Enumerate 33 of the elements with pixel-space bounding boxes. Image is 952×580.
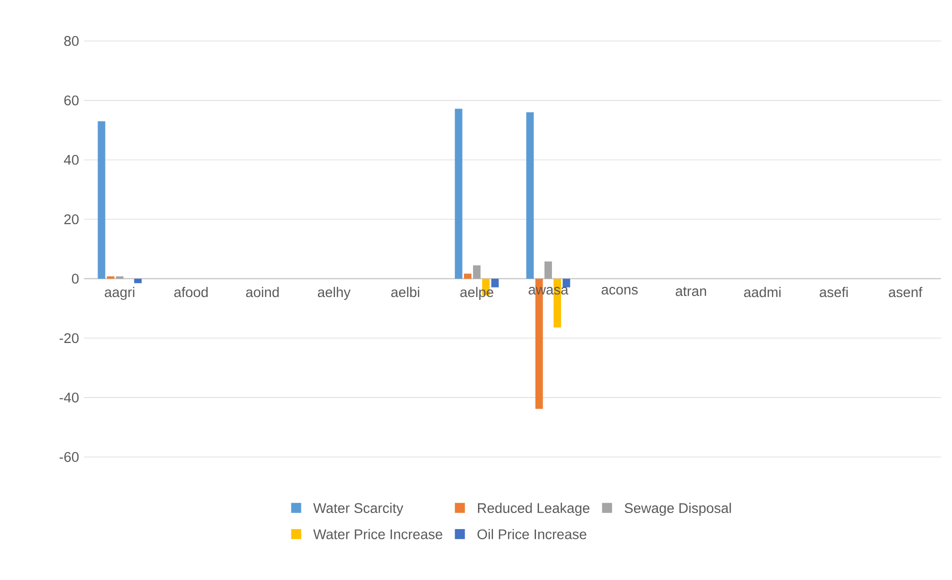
x-tick-label: aelbi [391, 286, 420, 298]
legend-label: Reduced Leakage [478, 502, 590, 516]
x-tick-label: acons [602, 286, 638, 295]
bar [464, 274, 472, 279]
bar [454, 108, 462, 279]
y-tick-label: 20 [64, 214, 79, 224]
x-tick-label: afood [174, 286, 208, 298]
x-tick-label: aadmi [744, 286, 781, 298]
x-tick-label: asefi [820, 286, 848, 298]
x-tick-label: aoind [246, 286, 279, 298]
bar [544, 261, 552, 279]
x-tick-label: aelhy [318, 286, 351, 300]
bar [526, 112, 534, 279]
y-tick-label: 80 [64, 36, 79, 46]
x-tick-label: aelpe [460, 286, 494, 300]
legend-label: Oil Price Increase [478, 528, 586, 540]
legend-label: Sewage Disposal [624, 502, 731, 516]
y-tick-label: 40 [64, 154, 79, 165]
legend-label: Water Price Increase [313, 528, 442, 540]
bar [473, 265, 481, 279]
y-tick-label: -20 [60, 333, 79, 344]
bar [134, 278, 142, 284]
y-tick-label: 60 [64, 95, 79, 106]
y-tick-label: 0 [72, 274, 79, 284]
y-tick-label: -40 [60, 392, 79, 403]
x-tick-label: atran [676, 286, 706, 296]
legend-label: Water Scarcity [313, 502, 404, 516]
bar [562, 278, 570, 288]
bar [491, 278, 499, 288]
bar [98, 121, 106, 279]
y-tick-label: -60 [60, 452, 79, 462]
x-tick-label: aagri [104, 286, 134, 300]
x-tick-label: asenf [888, 286, 922, 298]
